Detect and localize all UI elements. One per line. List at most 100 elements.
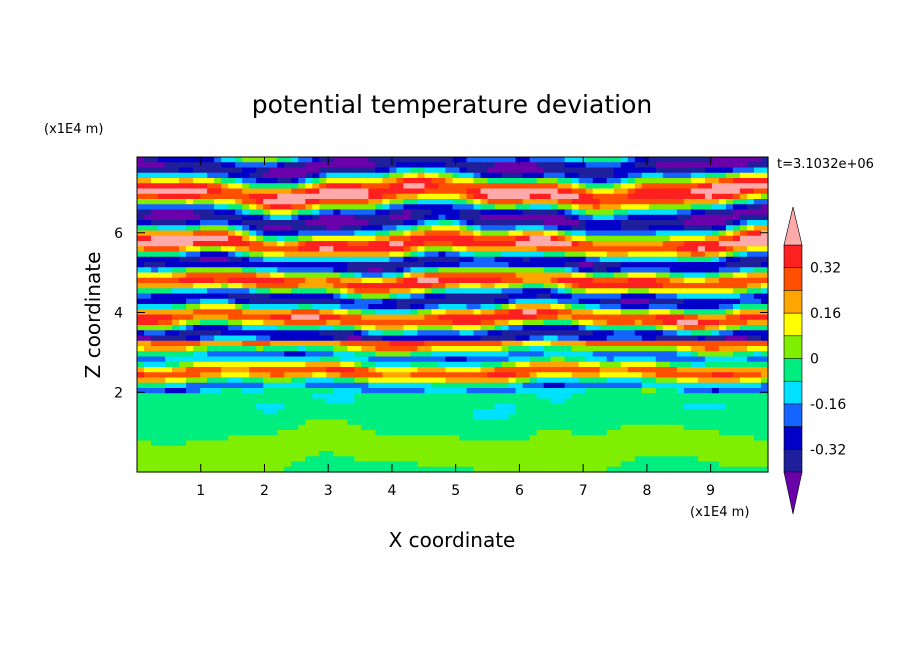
heatmap-cell bbox=[186, 351, 194, 358]
heatmap-cell bbox=[732, 335, 741, 342]
heatmap-cell bbox=[690, 419, 699, 426]
heatmap-cell bbox=[508, 382, 517, 389]
heatmap-cell bbox=[431, 398, 440, 405]
heatmap-cell bbox=[473, 283, 482, 289]
heatmap-cell bbox=[305, 414, 313, 421]
heatmap-cell bbox=[599, 314, 608, 321]
heatmap-cell bbox=[557, 409, 566, 415]
heatmap-cell bbox=[144, 199, 152, 205]
heatmap-cell bbox=[739, 178, 748, 184]
heatmap-cell bbox=[620, 172, 629, 179]
heatmap-cell bbox=[648, 272, 657, 279]
heatmap-cell bbox=[186, 277, 194, 284]
heatmap-cell bbox=[557, 157, 566, 163]
heatmap-cell bbox=[578, 272, 587, 279]
heatmap-cell bbox=[242, 445, 250, 452]
heatmap-cell bbox=[319, 267, 327, 274]
heatmap-cell bbox=[424, 304, 433, 310]
heatmap-cell bbox=[207, 304, 215, 310]
heatmap-cell bbox=[585, 367, 594, 373]
heatmap-cell bbox=[375, 214, 383, 221]
heatmap-cell bbox=[746, 430, 755, 436]
heatmap-cell bbox=[305, 167, 313, 174]
heatmap-cell bbox=[592, 246, 601, 253]
heatmap-cell bbox=[361, 367, 369, 373]
heatmap-cell bbox=[564, 414, 573, 421]
heatmap-cell bbox=[431, 178, 440, 184]
heatmap-cell bbox=[291, 204, 299, 211]
heatmap-cell bbox=[676, 241, 685, 247]
heatmap-cell bbox=[585, 430, 594, 436]
heatmap-cell bbox=[347, 398, 355, 405]
heatmap-cell bbox=[536, 372, 545, 379]
heatmap-cell bbox=[655, 178, 664, 184]
heatmap-cell bbox=[249, 440, 257, 447]
heatmap-cell bbox=[347, 440, 355, 447]
heatmap-cell bbox=[452, 414, 461, 421]
heatmap-cell bbox=[221, 403, 229, 410]
heatmap-cell bbox=[424, 356, 433, 363]
heatmap-cell bbox=[361, 214, 369, 221]
heatmap-cell bbox=[431, 209, 440, 216]
heatmap-cell bbox=[424, 361, 433, 368]
heatmap-cell bbox=[739, 325, 748, 331]
heatmap-cell bbox=[746, 382, 755, 389]
heatmap-cell bbox=[200, 403, 208, 410]
heatmap-cell bbox=[599, 162, 608, 169]
heatmap-cell bbox=[354, 214, 362, 221]
heatmap-cell bbox=[361, 409, 369, 415]
heatmap-cell bbox=[522, 220, 531, 226]
heatmap-cell bbox=[221, 314, 229, 321]
heatmap-cell bbox=[235, 340, 243, 347]
heatmap-cell bbox=[284, 188, 292, 195]
heatmap-cell bbox=[690, 230, 699, 237]
heatmap-cell bbox=[578, 330, 587, 337]
heatmap-cell bbox=[578, 424, 587, 431]
heatmap-cell bbox=[753, 256, 762, 263]
heatmap-cell bbox=[739, 209, 748, 216]
heatmap-cell bbox=[207, 424, 215, 431]
heatmap-cell bbox=[186, 214, 194, 221]
heatmap-cell bbox=[585, 356, 594, 363]
heatmap-cell bbox=[305, 230, 313, 237]
heatmap-cell bbox=[620, 272, 629, 279]
heatmap-cell bbox=[599, 372, 608, 379]
heatmap-cell bbox=[340, 403, 348, 410]
heatmap-cell bbox=[221, 388, 229, 394]
heatmap-cell bbox=[361, 199, 369, 205]
heatmap-cell bbox=[354, 298, 362, 305]
heatmap-cell bbox=[305, 314, 313, 321]
heatmap-cell bbox=[641, 351, 650, 358]
heatmap-cell bbox=[305, 351, 313, 358]
heatmap-cell bbox=[431, 325, 440, 331]
heatmap-cell bbox=[613, 220, 622, 226]
heatmap-cell bbox=[725, 340, 734, 347]
heatmap-cell bbox=[508, 409, 517, 415]
heatmap-cell bbox=[221, 419, 229, 426]
heatmap-cell bbox=[746, 335, 755, 342]
heatmap-cell bbox=[746, 351, 755, 358]
heatmap-cell bbox=[487, 377, 496, 384]
heatmap-cell bbox=[326, 356, 334, 363]
heatmap-cell bbox=[704, 251, 713, 258]
heatmap-cell bbox=[319, 241, 327, 247]
heatmap-cell bbox=[200, 424, 208, 431]
heatmap-cell bbox=[515, 267, 524, 274]
heatmap-cell bbox=[676, 298, 685, 305]
heatmap-cell bbox=[627, 403, 636, 410]
heatmap-cell bbox=[641, 414, 650, 421]
heatmap-cell bbox=[326, 241, 334, 247]
heatmap-cell bbox=[354, 230, 362, 237]
heatmap-cell bbox=[277, 256, 285, 263]
heatmap-cell bbox=[354, 424, 362, 431]
heatmap-cell bbox=[683, 319, 692, 326]
heatmap-cell bbox=[606, 367, 615, 373]
heatmap-cell bbox=[452, 314, 461, 321]
heatmap-cell bbox=[403, 220, 412, 226]
heatmap-cell bbox=[221, 262, 229, 268]
heatmap-cell bbox=[354, 178, 362, 184]
heatmap-cell bbox=[151, 361, 159, 368]
heatmap-cell bbox=[662, 262, 671, 268]
heatmap-cell bbox=[697, 262, 706, 268]
heatmap-cell bbox=[277, 204, 285, 211]
